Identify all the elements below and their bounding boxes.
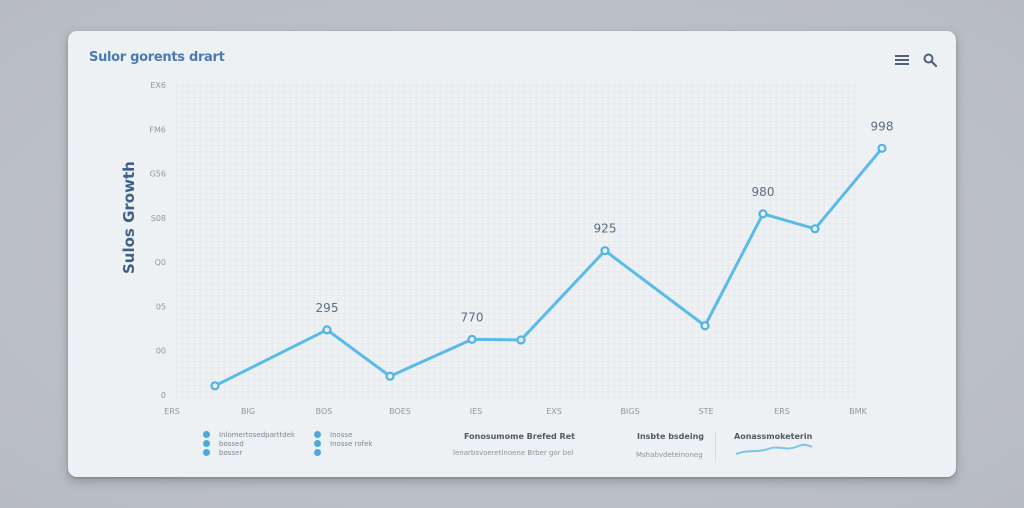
stat-2-title: Insbte bsdeing xyxy=(637,432,704,441)
y-tick-label: Q0 xyxy=(155,258,166,267)
x-tick-label: IES xyxy=(470,407,483,416)
legend-dot xyxy=(314,449,321,456)
data-point[interactable] xyxy=(516,335,526,345)
x-tick-label: BOS xyxy=(316,407,333,416)
y-tick-label: 05 xyxy=(156,302,166,311)
data-labels: 295 770 925 980 998 xyxy=(316,119,894,324)
sparkline xyxy=(735,443,813,455)
x-tick-label: EXS xyxy=(546,407,562,416)
y-tick-label: 00 xyxy=(156,347,166,356)
data-point[interactable] xyxy=(385,371,395,381)
y-tick-label: G56 xyxy=(150,170,166,179)
data-point[interactable] xyxy=(600,246,610,256)
search-icon[interactable] xyxy=(922,52,938,68)
data-point[interactable] xyxy=(700,321,710,331)
legend-col-1: Inlomertosedparttdek bossed bosser xyxy=(203,430,295,457)
x-tick-label: ERS xyxy=(774,407,790,416)
x-tick-label: BIGS xyxy=(620,407,639,416)
x-tick-label: BMK xyxy=(849,407,867,416)
data-point[interactable] xyxy=(467,334,477,344)
x-tick-label: STE xyxy=(698,407,713,416)
legend-item: bossed xyxy=(203,439,295,448)
data-label: 925 xyxy=(594,222,617,236)
data-label: 998 xyxy=(871,119,894,133)
menu-icon[interactable] xyxy=(894,52,910,68)
stat-3-title: Aonassmoketerin xyxy=(734,432,813,441)
legend-dot xyxy=(203,440,210,447)
legend-dot xyxy=(314,440,321,447)
stat-1-sub: lenarbsvoeretinoene Brber gor bel xyxy=(453,449,574,457)
data-points xyxy=(210,143,887,391)
y-tick-label: 0 xyxy=(161,391,166,400)
x-tick-label: ERS xyxy=(164,407,180,416)
divider xyxy=(715,431,716,461)
legend-item: Inosse xyxy=(314,430,372,439)
stat-1-title: Fonosumome Brefed Ret xyxy=(464,432,575,441)
legend-item: Inosse rofek xyxy=(314,439,372,448)
data-label: 980 xyxy=(752,185,775,199)
legend-dot xyxy=(203,449,210,456)
data-point[interactable] xyxy=(810,224,820,234)
y-tick-label: EX6 xyxy=(150,81,166,90)
x-tick-label: BOES xyxy=(389,407,411,416)
legend-dot xyxy=(314,431,321,438)
data-label: 770 xyxy=(461,310,484,324)
legend-item xyxy=(314,448,372,457)
data-point[interactable] xyxy=(322,325,332,335)
x-tick-label: BIG xyxy=(241,407,255,416)
sales-line xyxy=(213,146,884,388)
stat-2-sub: Mshabvdeteinoneg xyxy=(636,451,703,459)
chart-card: Sulor gorents drart Sulos Growth EX6 FM6 G… xyxy=(68,31,956,477)
chart-title: Sulor gorents drart xyxy=(89,50,225,65)
data-point[interactable] xyxy=(877,143,887,153)
legend-dot xyxy=(203,431,210,438)
legend-item: bosser xyxy=(203,448,295,457)
y-tick-label: FM6 xyxy=(149,125,166,134)
y-tick-label: S08 xyxy=(151,214,166,223)
legend-item: Inlomertosedparttdek xyxy=(203,430,295,439)
data-label: 295 xyxy=(316,301,339,315)
toolbar xyxy=(894,52,938,68)
legend-col-2: Inosse Inosse rofek xyxy=(314,430,372,457)
data-point[interactable] xyxy=(210,381,220,391)
x-axis-ticks: ERS BIG BOS BOES IES EXS BIGS STE ERS BMK xyxy=(164,407,867,416)
data-point[interactable] xyxy=(758,209,768,219)
plot-grid xyxy=(175,83,858,399)
